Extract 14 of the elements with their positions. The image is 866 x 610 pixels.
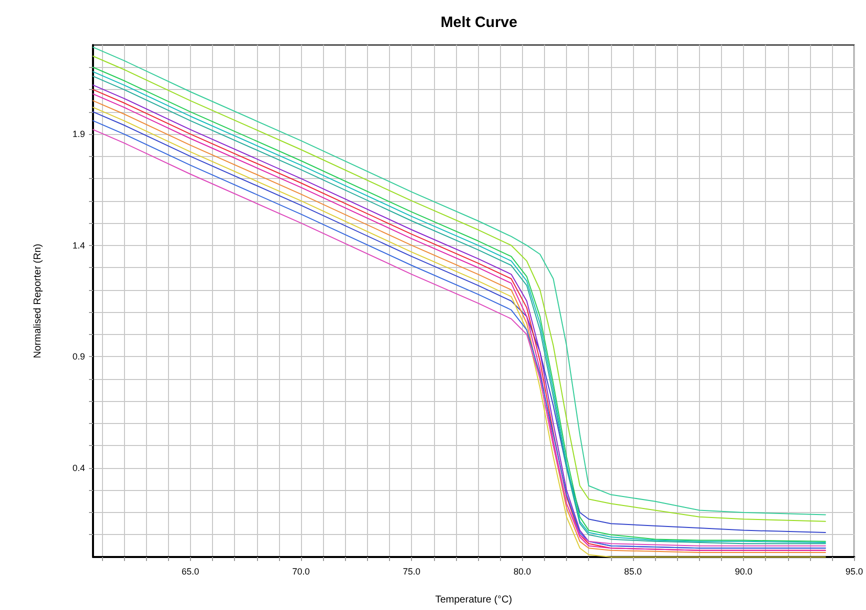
y-tick-label: 1.4: [72, 240, 85, 250]
x-axis-title: Temperature (°C): [435, 594, 512, 606]
x-tick-label: 95.0: [845, 566, 864, 576]
y-tick-label: 0.4: [72, 462, 85, 473]
x-tick-label: 75.0: [402, 566, 420, 576]
x-tick-label: 70.0: [292, 566, 310, 576]
x-tick-label: 65.0: [182, 566, 200, 576]
chart-title: Melt Curve: [440, 14, 518, 31]
y-tick-label: 1.9: [72, 129, 85, 140]
y-tick-label: 0.9: [72, 352, 85, 362]
y-axis-title: Normalised Reporter (Rn): [32, 244, 44, 358]
x-tick-label: 90.0: [734, 566, 752, 576]
x-tick-label: 80.0: [514, 566, 532, 576]
x-tick-label: 85.0: [624, 566, 642, 576]
